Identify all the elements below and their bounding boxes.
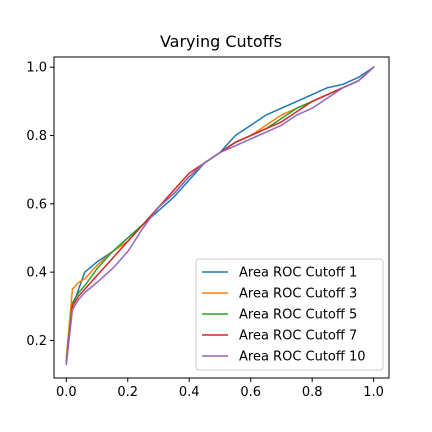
x-tick-label: 0.8 [302,385,323,400]
axes-layer: 0.0 0.2 0.4 0.6 0.8 1.0 0.2 0.4 0.6 0.8 1.0 [26,56,390,400]
x-tick-label: 0.2 [117,385,138,400]
legend-label-3: Area ROC Cutoff 5 [239,308,357,323]
y-tick-label: 1.0 [26,61,47,76]
legend-label-2: Area ROC Cutoff 3 [239,287,357,302]
legend-label-4: Area ROC Cutoff 7 [239,329,357,344]
legend-label-5: Area ROC Cutoff 10 [239,350,366,365]
chart-title: Varying Cutoffs [160,32,282,51]
legend-box [195,258,384,371]
series-line-5 [65,66,375,366]
y-tick-label: 0.2 [26,334,47,349]
y-tick-label: 0.4 [26,266,47,281]
plot-frame [53,56,390,379]
x-tick-label: 1.0 [363,385,384,400]
legend-label-1: Area ROC Cutoff 1 [239,266,357,281]
x-tick-label: 0.0 [56,385,77,400]
x-tick-label: 0.6 [240,385,261,400]
y-tick-label: 0.6 [26,197,47,212]
legend: Area ROC Cutoff 1 Area ROC Cutoff 3 Area R… [195,258,384,371]
series-layer [65,66,375,366]
y-tick-label: 0.8 [26,129,47,144]
x-tick-label: 0.4 [179,385,200,400]
